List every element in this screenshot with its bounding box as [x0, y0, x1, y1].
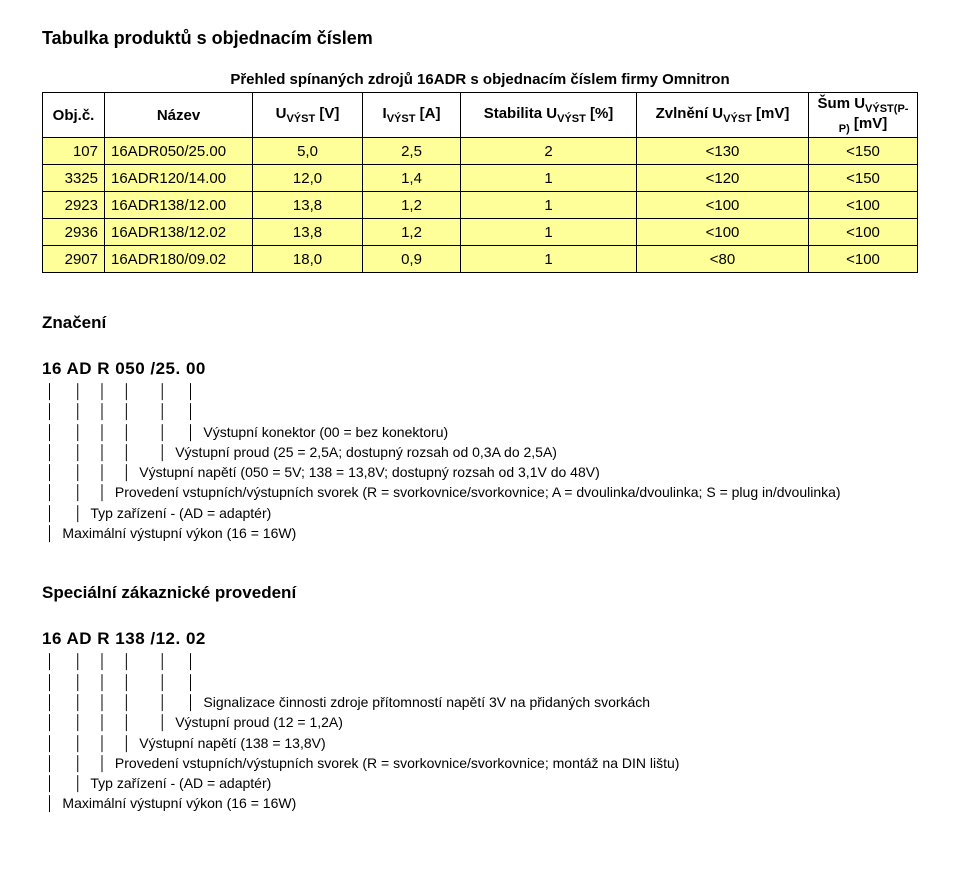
code-line: 16 AD R 138 /12. 02: [42, 629, 918, 649]
table-row: 10716ADR050/25.005,02,52<130<150: [43, 138, 918, 165]
cell: <100: [637, 192, 809, 219]
cell: 1,2: [363, 219, 461, 246]
cell: 13,8: [253, 192, 363, 219]
products-table: Obj.č. Název UVÝST [V] IVÝST [A] Stabili…: [42, 92, 918, 273]
cell: 13,8: [253, 219, 363, 246]
table-row: 293616ADR138/12.0213,81,21<100<100: [43, 219, 918, 246]
col-uvyst: UVÝST [V]: [253, 93, 363, 138]
cell: <120: [637, 165, 809, 192]
cell: 12,0: [253, 165, 363, 192]
table-subtitle: Přehled spínaných zdrojů 16ADR s objedna…: [42, 71, 918, 88]
cell: 1,2: [363, 192, 461, 219]
section-title: Speciální zákaznické provedení: [42, 583, 918, 603]
cell: <100: [809, 192, 918, 219]
cell: <80: [637, 246, 809, 273]
cell: 1: [461, 246, 637, 273]
table-row: 292316ADR138/12.0013,81,21<100<100: [43, 192, 918, 219]
cell: 2907: [43, 246, 105, 273]
cell: <130: [637, 138, 809, 165]
cell: 16ADR138/12.00: [105, 192, 253, 219]
cell: 16ADR138/12.02: [105, 219, 253, 246]
cell: 1,4: [363, 165, 461, 192]
col-obj: Obj.č.: [43, 93, 105, 138]
cell: 1: [461, 192, 637, 219]
cell: <150: [809, 138, 918, 165]
cell: 2,5: [363, 138, 461, 165]
col-name: Název: [105, 93, 253, 138]
cell: 2923: [43, 192, 105, 219]
cell: <100: [809, 246, 918, 273]
cell: 2936: [43, 219, 105, 246]
table-header-row: Obj.č. Název UVÝST [V] IVÝST [A] Stabili…: [43, 93, 918, 138]
cell: 16ADR120/14.00: [105, 165, 253, 192]
col-sum: Šum UVÝST(P-P) [mV]: [809, 93, 918, 138]
col-zvl: Zvlnění UVÝST [mV]: [637, 93, 809, 138]
decomposition-tree: │ │ │ │ │ │ │ │ │ │ │ │ │ │ │ │ │ │ Sign…: [42, 651, 918, 813]
cell: 16ADR180/09.02: [105, 246, 253, 273]
cell: 0,9: [363, 246, 461, 273]
section-title: Značení: [42, 313, 918, 333]
table-row: 332516ADR120/14.0012,01,41<120<150: [43, 165, 918, 192]
code-line: 16 AD R 050 /25. 00: [42, 359, 918, 379]
cell: 107: [43, 138, 105, 165]
cell: <100: [637, 219, 809, 246]
cell: 1: [461, 219, 637, 246]
page-title: Tabulka produktů s objednacím číslem: [42, 28, 918, 49]
cell: <150: [809, 165, 918, 192]
cell: 2: [461, 138, 637, 165]
cell: <100: [809, 219, 918, 246]
decomposition-tree: │ │ │ │ │ │ │ │ │ │ │ │ │ │ │ │ │ │ Výst…: [42, 381, 918, 543]
cell: 1: [461, 165, 637, 192]
cell: 16ADR050/25.00: [105, 138, 253, 165]
cell: 3325: [43, 165, 105, 192]
cell: 18,0: [253, 246, 363, 273]
table-row: 290716ADR180/09.0218,00,91<80<100: [43, 246, 918, 273]
cell: 5,0: [253, 138, 363, 165]
col-ivyst: IVÝST [A]: [363, 93, 461, 138]
col-stab: Stabilita UVÝST [%]: [461, 93, 637, 138]
